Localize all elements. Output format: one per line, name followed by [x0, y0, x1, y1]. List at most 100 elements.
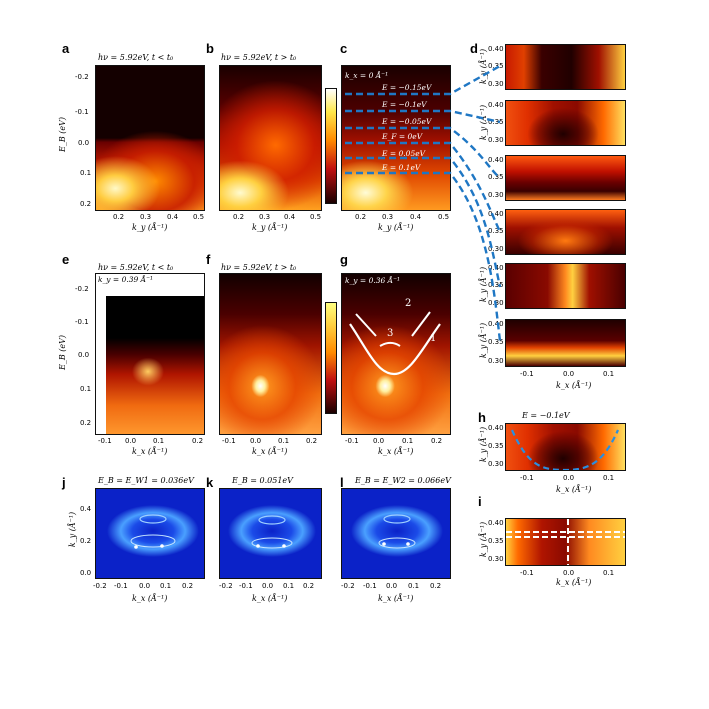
e-kx-axis-label: k_x (Å⁻¹) — [132, 447, 168, 456]
j-torus — [107, 505, 199, 557]
d5-tick: 0.35 — [488, 281, 504, 289]
h-ky-axis-label: k_y (Å⁻¹) — [479, 426, 489, 463]
model-panel-l — [341, 488, 451, 579]
d4-tick: 0.35 — [488, 227, 504, 235]
d-map-2 — [505, 100, 626, 146]
e-kx-tick: 0.1 — [153, 437, 165, 445]
panel-j-title: E_B = E_W1 = 0.036eV — [98, 476, 194, 485]
c-ky-tick: 0.3 — [382, 213, 394, 221]
panel-letter-b: b — [206, 41, 214, 56]
f-kx-axis-label: k_x (Å⁻¹) — [252, 447, 288, 456]
g-ky-label: k_y = 0.36 Å⁻¹ — [345, 276, 401, 285]
b-ky-tick: 0.3 — [259, 213, 271, 221]
d6-tick: 0.30 — [488, 357, 504, 365]
f-kx-tick: 0.2 — [306, 437, 318, 445]
j-kx-tick: 0.1 — [160, 582, 172, 590]
e-eb-tick: 0.0 — [78, 351, 90, 359]
j-ky-tick: 0.0 — [80, 569, 92, 577]
d5-tick: 0.40 — [488, 264, 504, 272]
d2-tick: 0.30 — [488, 136, 504, 144]
h-kx-tick: 0.0 — [563, 474, 575, 482]
c-ky-axis-label: k_y (Å⁻¹) — [378, 223, 414, 232]
d5-tick: 0.30 — [488, 299, 504, 307]
d-kx-axis-label: k_x (Å⁻¹) — [556, 381, 592, 390]
c-ky-tick: 0.2 — [355, 213, 367, 221]
e-ky-label: k_y = 0.39 Å⁻¹ — [98, 275, 154, 284]
h-ky-tick: 0.30 — [488, 460, 504, 468]
h-dashed-parabola — [510, 429, 620, 470]
e-kx-tick: -0.1 — [98, 437, 112, 445]
d1-tick: 0.30 — [488, 80, 504, 88]
i-ky-tick: 0.40 — [488, 519, 504, 527]
d4-tick: 0.40 — [488, 210, 504, 218]
h-kx-tick: -0.1 — [520, 474, 534, 482]
map-panel-i — [505, 518, 626, 566]
d1-tick: 0.35 — [488, 62, 504, 70]
f-kx-tick: 0.1 — [278, 437, 290, 445]
c-ky-tick: 0.5 — [438, 213, 450, 221]
j-kx-tick: 0.0 — [139, 582, 151, 590]
d-map-6 — [505, 319, 626, 367]
e-eb-tick: 0.1 — [80, 385, 92, 393]
d6-tick: 0.40 — [488, 320, 504, 328]
k-kx-tick: -0.2 — [219, 582, 233, 590]
l-kx-tick: -0.1 — [363, 582, 377, 590]
band-1-curve — [349, 323, 441, 376]
d3-tick: 0.40 — [488, 156, 504, 164]
j-kx-axis-label: k_x (Å⁻¹) — [132, 594, 168, 603]
panel-e-title: hν = 5.92eV, t < t₀ — [98, 263, 174, 272]
b-ky-tick: 0.4 — [284, 213, 296, 221]
model-panel-k — [219, 488, 322, 579]
h-kx-tick: 0.1 — [603, 474, 615, 482]
a-eb-tick: 0.1 — [80, 169, 92, 177]
h-ky-tick: 0.40 — [488, 424, 504, 432]
i-kx-tick: 0.1 — [603, 569, 615, 577]
d2-tick: 0.40 — [488, 101, 504, 109]
colorbar-mid — [325, 302, 337, 414]
band-3-curve — [379, 342, 401, 347]
f-kx-tick: 0.0 — [250, 437, 262, 445]
d-map-3 — [505, 155, 626, 201]
c-energy-1: E = −0.1eV — [382, 100, 427, 109]
d1-tick: 0.40 — [488, 45, 504, 53]
d-kx-tick: -0.1 — [520, 370, 534, 378]
g-band-number-1: 1 — [430, 333, 437, 344]
l-kx-tick: -0.2 — [341, 582, 355, 590]
e-eb-tick: -0.2 — [75, 285, 89, 293]
h-ky-tick: 0.35 — [488, 442, 504, 450]
g-kx-tick: 0.0 — [373, 437, 385, 445]
j-kx-tick: -0.2 — [93, 582, 107, 590]
b-ky-axis-label: k_y (Å⁻¹) — [252, 223, 288, 232]
i-ky-tick: 0.35 — [488, 537, 504, 545]
d-ky-axis-label-6: k_y (Å⁻¹) — [479, 322, 489, 359]
a-ky-tick: 0.5 — [193, 213, 205, 221]
k-kx-tick: -0.1 — [239, 582, 253, 590]
panel-letter-e: e — [62, 252, 70, 267]
d4-tick: 0.30 — [488, 245, 504, 253]
i-kx-axis-label: k_x (Å⁻¹) — [556, 578, 592, 587]
d6-tick: 0.35 — [488, 338, 504, 346]
e-eb-tick: -0.1 — [75, 318, 89, 326]
a-eb-tick: -0.2 — [75, 73, 89, 81]
c-energy-3: E_F = 0eV — [382, 132, 423, 141]
g-kx-tick: 0.2 — [431, 437, 443, 445]
panel-letter-c: c — [340, 41, 348, 56]
j-ky-tick: 0.2 — [80, 537, 92, 545]
e-kx-tick: 0.2 — [192, 437, 204, 445]
c-energy-5: E = 0.1eV — [382, 163, 421, 172]
d-ky-axis-label-1: k_y (Å⁻¹) — [479, 48, 489, 85]
k-torus — [228, 505, 316, 557]
a-eb-tick: 0.0 — [78, 139, 90, 147]
a-ky-tick: 0.3 — [140, 213, 152, 221]
panel-k-title: E_B = 0.051eV — [232, 476, 293, 485]
l-kx-tick: 0.0 — [386, 582, 398, 590]
b-ky-tick: 0.5 — [310, 213, 322, 221]
l-torus — [351, 505, 443, 557]
k-kx-axis-label: k_x (Å⁻¹) — [252, 594, 288, 603]
g-kx-tick: 0.1 — [402, 437, 414, 445]
g-band-number-3: 3 — [387, 328, 394, 339]
a-ky-axis-label: k_y (Å⁻¹) — [132, 223, 168, 232]
e-eb-tick: 0.2 — [80, 419, 92, 427]
panel-letter-j: j — [62, 475, 66, 490]
a-eb-tick: 0.2 — [80, 200, 92, 208]
